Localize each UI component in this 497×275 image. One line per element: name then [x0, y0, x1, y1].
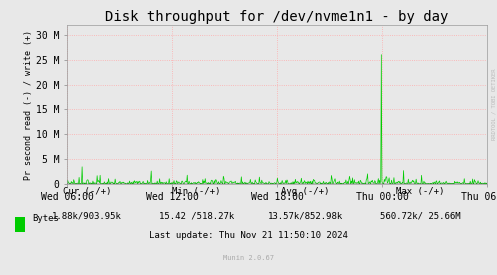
Y-axis label: Pr second read (-) / write (+): Pr second read (-) / write (+): [24, 29, 33, 180]
Text: Bytes: Bytes: [32, 214, 59, 223]
Text: 13.57k/852.98k: 13.57k/852.98k: [268, 212, 343, 221]
Text: RRDTOOL / TOBI OETIKER: RRDTOOL / TOBI OETIKER: [491, 69, 496, 140]
Text: Max (-/+): Max (-/+): [396, 187, 444, 196]
Text: 560.72k/ 25.66M: 560.72k/ 25.66M: [380, 212, 460, 221]
Text: 1.88k/903.95k: 1.88k/903.95k: [52, 212, 122, 221]
Title: Disk throughput for /dev/nvme1n1 - by day: Disk throughput for /dev/nvme1n1 - by da…: [105, 10, 449, 24]
Text: Cur (-/+): Cur (-/+): [63, 187, 111, 196]
Text: 15.42 /518.27k: 15.42 /518.27k: [159, 212, 234, 221]
Text: Last update: Thu Nov 21 11:50:10 2024: Last update: Thu Nov 21 11:50:10 2024: [149, 231, 348, 240]
Text: Min (-/+): Min (-/+): [172, 187, 221, 196]
Text: Munin 2.0.67: Munin 2.0.67: [223, 255, 274, 261]
Text: Avg (-/+): Avg (-/+): [281, 187, 330, 196]
